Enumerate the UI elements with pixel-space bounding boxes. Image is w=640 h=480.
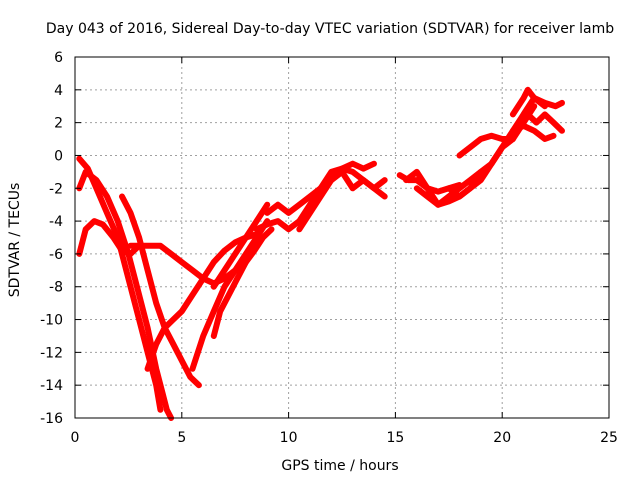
series-line-sat-6	[144, 231, 260, 372]
plot-frame	[74, 56, 610, 419]
x-tick-label: 15	[386, 430, 404, 446]
series-line-sat-20	[516, 111, 565, 134]
y-tick-label: -6	[49, 247, 63, 263]
series-line-sat-9	[210, 201, 271, 290]
series-layer	[76, 86, 565, 421]
y-tick-label: -12	[40, 345, 63, 361]
series-line-sat-18	[456, 95, 548, 159]
series-line-sat-2	[76, 155, 164, 413]
y-tick-label: 0	[54, 148, 63, 164]
y-tick-label: -4	[49, 214, 63, 230]
series-line-sat-13	[317, 168, 388, 192]
x-axis-label: GPS time / hours	[281, 458, 398, 474]
series-line-sat-8	[210, 226, 275, 339]
series-line-sat-7	[189, 218, 271, 372]
y-tick-label: -8	[49, 280, 63, 296]
x-tick-label: 0	[71, 430, 80, 446]
y-tick-label: 6	[54, 50, 63, 66]
series-line-sat-4	[119, 193, 202, 389]
y-axis-label: SDTVAR / TECUs	[7, 183, 23, 298]
y-tick-label: 2	[54, 116, 63, 132]
x-tick-label: 25	[600, 430, 618, 446]
y-tick-label: -14	[40, 378, 63, 394]
x-tick-label: 10	[280, 430, 298, 446]
series-line-sat-5	[127, 242, 249, 287]
y-tick-label: 4	[54, 83, 63, 99]
y-tick-label: -16	[40, 411, 63, 427]
series-line-sat-19	[509, 86, 565, 118]
series-line-sat-21	[509, 122, 557, 142]
x-tick-label: 5	[177, 430, 186, 446]
x-tick-label: 20	[493, 430, 511, 446]
y-tick-label: -2	[49, 181, 63, 197]
chart-title: Day 043 of 2016, Sidereal Day-to-day VTE…	[46, 21, 614, 37]
y-tick-label: -10	[40, 313, 63, 329]
tick-layer: 0 5 10 15 20 25 -16 -14 -12 -10 -8 -6 -4 -2 0 2 4 6	[40, 50, 618, 446]
series-line-sat-3	[76, 218, 143, 257]
